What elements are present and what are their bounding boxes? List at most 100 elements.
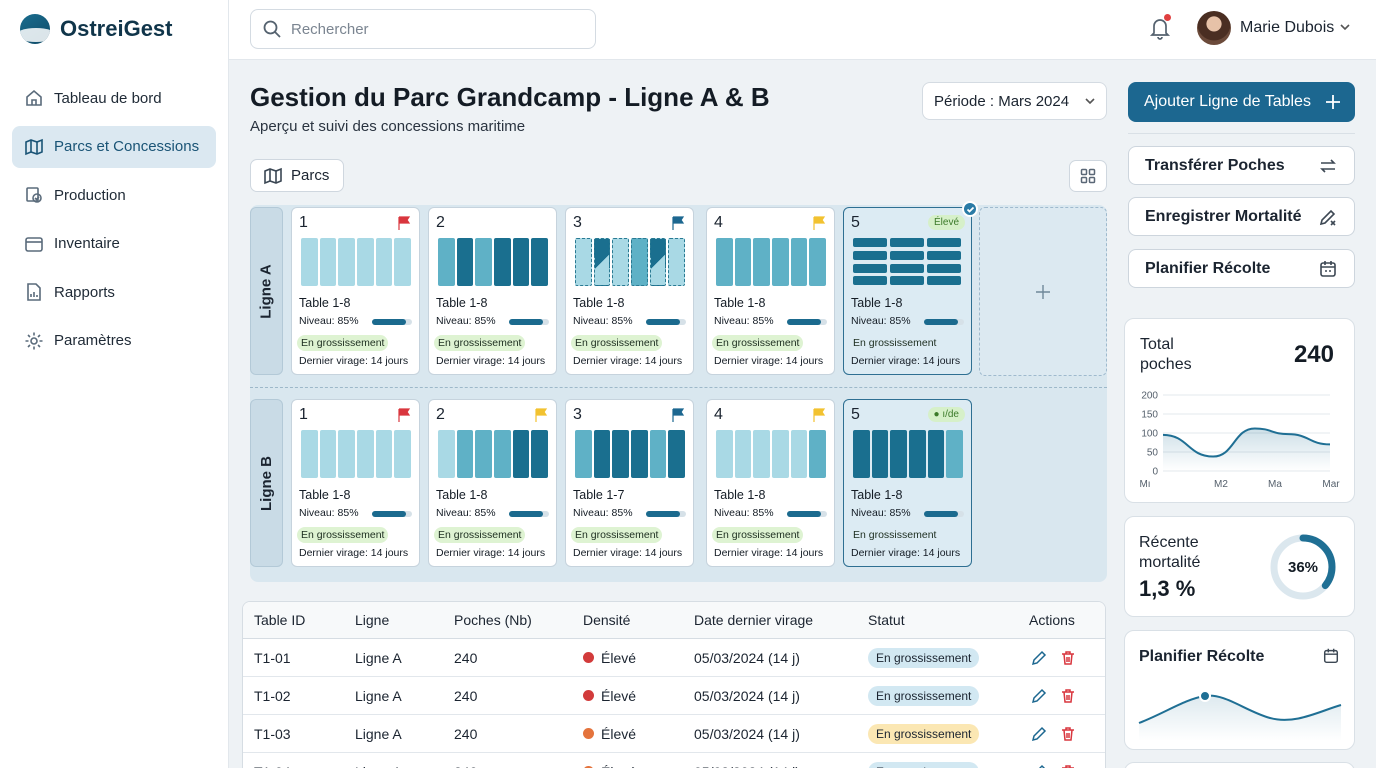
level-progress-fill xyxy=(924,319,958,325)
parcs-button[interactable]: Parcs xyxy=(250,159,344,192)
table-card-title: Table 1-8 xyxy=(573,296,625,310)
user-name[interactable]: Marie Dubois xyxy=(1240,19,1335,36)
edit-icon[interactable] xyxy=(1031,650,1047,666)
tray xyxy=(394,238,412,286)
column-header[interactable]: Statut xyxy=(868,612,905,628)
table-card-title: Table 1-8 xyxy=(299,488,351,502)
tray xyxy=(927,238,961,247)
delete-icon[interactable] xyxy=(1060,650,1076,666)
chevron-down-icon[interactable] xyxy=(1338,20,1352,34)
table-card[interactable]: 4 Table 1-8 Niveau: 85% En grossissement Der… xyxy=(706,399,835,567)
column-header[interactable]: Densité xyxy=(583,612,631,628)
table-card-title: Table 1-8 xyxy=(299,296,351,310)
flag-icon[interactable] xyxy=(534,408,548,422)
status-badge: En grossissement xyxy=(712,527,804,543)
tray xyxy=(531,430,549,478)
tray xyxy=(890,238,924,247)
flag-icon[interactable] xyxy=(671,408,685,422)
table-card-title: Table 1-8 xyxy=(714,488,766,502)
sidebar-item-parametres[interactable]: Paramètres xyxy=(12,320,216,362)
delete-icon[interactable] xyxy=(1060,688,1076,704)
harvest-marker[interactable] xyxy=(1199,690,1211,702)
sidebar-item-rapports[interactable]: Rapports xyxy=(12,271,216,313)
line-cell: Ligne A xyxy=(355,649,402,666)
column-header[interactable]: Date dernier virage xyxy=(694,612,814,628)
delete-icon[interactable] xyxy=(1060,764,1076,768)
app-name: OstreiGest xyxy=(60,16,173,41)
table-card[interactable]: 3 Table 1-7 Niveau: 85% En grossissement Der… xyxy=(565,399,694,567)
search-input[interactable] xyxy=(291,20,571,38)
table-row[interactable]: T1-01 Ligne A 240 Élevé 05/03/2024 (14 j) En … xyxy=(243,639,1105,677)
tray xyxy=(927,276,961,286)
table-card-level: Niveau: 85% xyxy=(299,507,359,519)
tray xyxy=(871,430,889,478)
edit-icon[interactable] xyxy=(1031,726,1047,742)
harvest-title: Planifier Récolte xyxy=(1139,648,1265,665)
table-row[interactable]: T1-02 Ligne A 240 Élevé 05/03/2024 (14 j) En … xyxy=(243,677,1105,715)
table-row[interactable]: T1-03 Ligne A 240 Élevé 05/03/2024 (14 j) En … xyxy=(243,715,1105,753)
record-mortality-button[interactable]: Enregistrer Mortalité xyxy=(1128,197,1355,236)
bags-cell: 240 xyxy=(454,725,478,742)
table-card[interactable]: 5 Élevé Table 1-8 Niveau: 85% En grossisseme… xyxy=(843,207,972,375)
notification-button[interactable] xyxy=(1149,14,1171,40)
density-tag: Élevé xyxy=(927,215,965,230)
add-line-button[interactable]: Ajouter Ligne de Tables xyxy=(1128,82,1355,122)
sidebar-item-inventaire[interactable]: Inventaire xyxy=(12,223,216,265)
sidebar-item-parcs[interactable]: Parcs et Concessions xyxy=(12,125,216,168)
calendar-icon[interactable] xyxy=(1322,647,1340,665)
table-card[interactable]: 5 ● ı/de Table 1-8 Niveau: 85% En grossissem… xyxy=(843,399,972,567)
add-table-slot[interactable] xyxy=(979,207,1107,376)
tray xyxy=(394,430,412,478)
avatar[interactable] xyxy=(1197,11,1231,45)
tray xyxy=(909,430,926,478)
density-cell: Élevé xyxy=(583,677,636,714)
status-badge: En grossissement xyxy=(868,723,980,744)
table-trays xyxy=(301,430,412,478)
flag-icon[interactable] xyxy=(812,216,826,230)
sidebar-item-dashboard[interactable]: Tableau de bord xyxy=(12,77,216,119)
delete-icon[interactable] xyxy=(1060,726,1076,742)
tray xyxy=(301,238,318,286)
edit-icon[interactable] xyxy=(1031,688,1047,704)
x-tick-label: Ma xyxy=(1268,479,1282,490)
tray xyxy=(853,263,887,273)
total-bags-panel: Total poches 240 200 150 100 50 0 Mı M2 Ma Mar xyxy=(1124,318,1355,503)
logo-icon xyxy=(20,14,50,44)
table-row[interactable]: T1-04 Ligne A 240 Élevé 05/03/2024 (14 j) En … xyxy=(243,753,1105,768)
density-cell: Élevé xyxy=(583,753,636,768)
density-label: Élevé xyxy=(601,725,637,742)
sidebar-item-label: Tableau de bord xyxy=(54,89,162,107)
flag-icon[interactable] xyxy=(397,216,411,230)
level-progress-bar xyxy=(646,511,686,517)
last-turn-text: Dernier virage: 14 jours xyxy=(299,547,409,559)
plan-harvest-button[interactable]: Planifier Récolte xyxy=(1128,249,1355,288)
tray xyxy=(494,430,511,478)
table-card[interactable]: 3 Table 1-8 Niveau: 85% En grossissement Der… xyxy=(565,207,694,375)
table-card-number: 4 xyxy=(714,406,723,423)
flag-icon[interactable] xyxy=(812,408,826,422)
notification-dot xyxy=(1164,14,1171,21)
table-card-level: Niveau: 85% xyxy=(299,315,359,327)
flag-icon[interactable] xyxy=(671,216,685,230)
table-card[interactable]: 2 Table 1-8 Niveau: 85% En grossissement Der… xyxy=(428,207,557,375)
plus-icon xyxy=(1326,95,1340,109)
table-card[interactable]: 4 Table 1-8 Niveau: 85% En grossissement Der… xyxy=(706,207,835,375)
app-logo[interactable]: OstreiGest xyxy=(20,14,173,44)
tray xyxy=(753,238,771,286)
grid-view-button[interactable] xyxy=(1069,160,1107,192)
transfer-bags-label: Transférer Poches xyxy=(1145,156,1285,174)
period-select[interactable]: Période : Mars 2024 xyxy=(922,82,1107,120)
tray xyxy=(357,430,374,478)
last-turn-text: Dernier virage: 14 jours xyxy=(851,355,961,367)
flag-icon[interactable] xyxy=(397,408,411,422)
sidebar-item-production[interactable]: Production xyxy=(12,174,216,216)
table-card[interactable]: 2 Table 1-8 Niveau: 85% En grossissement Der… xyxy=(428,399,557,567)
transfer-bags-button[interactable]: Transférer Poches xyxy=(1128,146,1355,185)
column-header[interactable]: Ligne xyxy=(355,612,390,628)
edit-icon[interactable] xyxy=(1031,764,1047,768)
column-header[interactable]: Table ID xyxy=(254,612,306,628)
table-card[interactable]: 1 Table 1-8 Niveau: 85% En grossissement Der… xyxy=(291,399,420,567)
table-card[interactable]: 1 Table 1-8 Niveau: 85% En grossissement Der… xyxy=(291,207,420,375)
tray xyxy=(753,430,771,478)
column-header[interactable]: Poches (Nb) xyxy=(454,612,532,628)
